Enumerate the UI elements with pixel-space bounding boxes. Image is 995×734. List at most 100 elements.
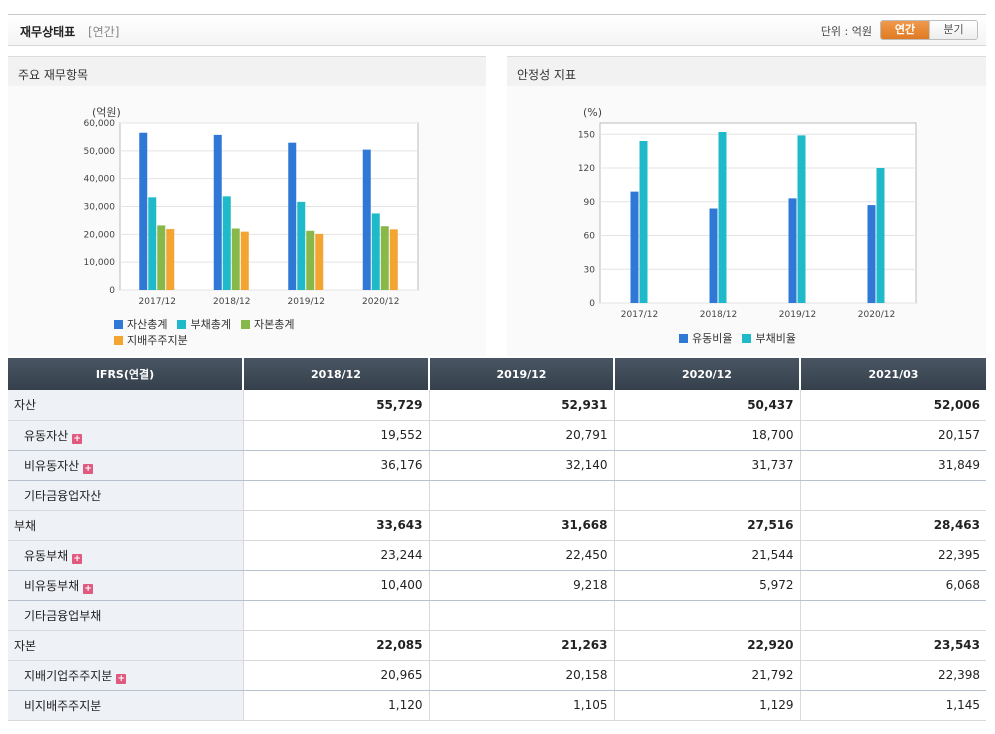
table-row: 비지배주주지분 1,120 1,105 1,129 1,145	[8, 690, 986, 721]
bar-3	[157, 225, 166, 290]
expand-plus-icon[interactable]: +	[116, 673, 127, 684]
table-row: 자본 22,085 21,263 22,920 23,543	[8, 630, 986, 661]
header-ifrs: IFRS(연결)	[8, 358, 243, 390]
x-tick-label: 2019/12	[779, 310, 816, 320]
bar-3	[231, 228, 240, 290]
table-row: 기타금융업부채	[8, 600, 986, 631]
expand-plus-icon[interactable]: +	[83, 463, 94, 474]
row-label: 자본	[8, 630, 243, 661]
row-value: 6,068	[799, 570, 986, 601]
table-row: 지배기업주주지분 +20,965 20,158 21,792 22,398	[8, 660, 986, 691]
legend-label: 지배주주지분	[127, 334, 188, 347]
y-tick-label: 60	[584, 232, 596, 242]
row-label: 기타금융업부채	[8, 600, 243, 631]
row-value: 36,176	[242, 450, 429, 481]
y-tick-label: 0	[589, 299, 595, 309]
row-value: 18,700	[613, 420, 800, 451]
legend-item: 지배주주지분	[114, 332, 188, 348]
bar-1	[788, 198, 797, 303]
expand-plus-icon[interactable]: +	[72, 553, 83, 564]
row-value: 1,105	[428, 690, 614, 721]
x-tick-label: 2018/12	[213, 297, 250, 307]
y-tick-label: 90	[584, 198, 596, 208]
row-value	[242, 480, 429, 511]
row-value: 50,437	[613, 390, 800, 421]
key-financials-chart-area: 0 10,000 20,000 30,000 40,000 50,000 60,000 (억원…	[8, 86, 486, 356]
row-label: 부채	[8, 510, 243, 541]
legend-swatch	[679, 333, 688, 343]
quarter-toggle-button[interactable]: 분기	[929, 21, 977, 39]
header-period: 2019/12	[428, 358, 614, 390]
bar-1	[288, 142, 297, 290]
row-value: 20,791	[428, 420, 614, 451]
row-label-text: 유동부채	[24, 548, 69, 563]
y-tick-label: 10,000	[84, 258, 116, 268]
row-value: 22,085	[242, 630, 429, 661]
bar-3	[380, 226, 389, 290]
row-value: 32,140	[428, 450, 614, 481]
x-tick-label: 2018/12	[700, 310, 737, 320]
row-value: 1,145	[799, 690, 986, 721]
row-value	[613, 480, 800, 511]
row-value: 9,218	[428, 570, 614, 601]
bar-4	[315, 233, 324, 290]
table-row: 비유동자산 +36,176 32,140 31,737 31,849	[8, 450, 986, 481]
bar-3	[306, 230, 315, 290]
y-tick-label: 0	[109, 286, 115, 296]
row-label-text: 비유동자산	[24, 458, 80, 473]
table-row: 유동자산 +19,552 20,791 18,700 20,157	[8, 420, 986, 451]
x-tick-label: 2017/12	[139, 297, 176, 307]
row-value: 1,129	[613, 690, 800, 721]
table-row: 자산 55,729 52,931 50,437 52,006	[8, 390, 986, 421]
row-label: 비지배주주지분	[8, 690, 243, 721]
bar-2	[371, 213, 380, 290]
row-value: 52,931	[428, 390, 614, 421]
bar-2	[718, 132, 727, 303]
legend-label: 자산총계	[127, 318, 168, 331]
row-value: 23,543	[799, 630, 986, 661]
y-tick-label: 50,000	[84, 147, 116, 157]
stability-chart-area: 0 30 60 90 120 150 (%) 2017/12 2018/12 2019/12 202…	[507, 86, 986, 356]
bar-2	[639, 141, 648, 303]
expand-plus-icon[interactable]: +	[72, 433, 83, 444]
table-row: 기타금융업자산	[8, 480, 986, 511]
stability-title: 안정성 지표	[507, 56, 986, 86]
y-axis-unit-label: (%)	[583, 106, 602, 119]
row-value: 21,792	[613, 660, 800, 691]
y-axis-unit-label: (억원)	[92, 106, 121, 119]
table-row: 비유동부채 +10,400 9,218 5,972 6,068	[8, 570, 986, 601]
header-period: 2021/03	[799, 358, 986, 390]
key-financials-panel: 주요 재무항목 0 10,000 20,000 30,000 40,000 50,000 6…	[8, 56, 486, 356]
row-value: 23,244	[242, 540, 429, 571]
row-value: 22,398	[799, 660, 986, 691]
row-value	[428, 480, 614, 511]
annual-toggle-button[interactable]: 연간	[881, 21, 929, 39]
legend-swatch	[114, 319, 123, 329]
row-value	[613, 600, 800, 631]
unit-label: 단위 : 억원	[820, 25, 872, 38]
legend-item: 자본총계	[240, 316, 294, 332]
bar-1	[709, 208, 718, 303]
y-tick-label: 40,000	[84, 175, 116, 185]
header-period: 2020/12	[613, 358, 800, 390]
x-tick-label: 2019/12	[288, 297, 325, 307]
expand-plus-icon[interactable]: +	[83, 583, 94, 594]
x-tick-label: 2020/12	[858, 310, 895, 320]
key-financials-title: 주요 재무항목	[8, 56, 486, 86]
row-value: 19,552	[242, 420, 429, 451]
bar-1	[139, 132, 148, 290]
table-row: 부채 33,643 31,668 27,516 28,463	[8, 510, 986, 541]
row-value: 10,400	[242, 570, 429, 601]
row-value: 31,849	[799, 450, 986, 481]
legend-swatch	[742, 333, 752, 343]
legend-label: 부채총계	[190, 318, 231, 331]
row-value: 22,450	[428, 540, 614, 571]
row-label: 비유동자산 +	[8, 450, 243, 481]
row-label-text: 유동자산	[24, 428, 69, 443]
legend-item: 유동비율	[679, 330, 732, 346]
bar-2	[876, 168, 885, 303]
balance-sheet-table: IFRS(연결) 2018/12 2019/12 2020/12 2021/03…	[8, 358, 986, 721]
row-value: 55,729	[242, 390, 429, 421]
x-tick-label: 2017/12	[621, 310, 658, 320]
